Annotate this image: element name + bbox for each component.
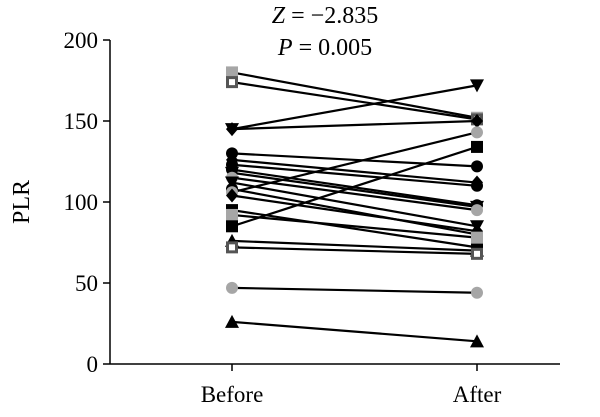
y-tick-label: 50 — [75, 271, 98, 296]
series-line — [231, 158, 478, 184]
data-point-circle — [226, 281, 238, 294]
p-label: P — [277, 35, 293, 61]
data-point-diamond — [471, 114, 483, 128]
series-19 — [226, 241, 483, 260]
series-line — [231, 145, 478, 228]
series-layer — [225, 66, 484, 348]
series-line — [231, 131, 478, 194]
series-21 — [225, 314, 484, 348]
data-point-square — [226, 208, 238, 221]
series-line — [231, 209, 478, 249]
data-point-open-square — [226, 241, 238, 254]
series-line — [231, 163, 478, 187]
data-point-open-square — [471, 247, 483, 260]
y-tick-label: 0 — [87, 352, 99, 377]
stat-label: Z — [272, 3, 286, 29]
series-line — [231, 119, 478, 131]
data-point-circle — [471, 126, 483, 139]
series-line — [231, 213, 478, 239]
series-line — [231, 320, 478, 343]
series-line — [231, 84, 478, 131]
data-point-square — [471, 140, 483, 153]
series-line — [231, 171, 478, 208]
p-value: = 0.005 — [299, 35, 373, 61]
x-tick-label: After — [453, 382, 502, 407]
x-tick-label: Before — [201, 382, 264, 407]
data-point-triangle — [225, 314, 239, 328]
y-tick-label: 100 — [64, 190, 99, 215]
series-line — [231, 187, 478, 236]
series-16 — [226, 208, 483, 244]
series-12 — [226, 183, 483, 241]
axes: 0 50 100 150 200 Before After — [64, 28, 560, 407]
series-line — [231, 181, 478, 228]
data-point-square — [226, 66, 238, 79]
data-point-square — [226, 220, 238, 233]
series-line — [231, 239, 478, 252]
y-tick-label: 150 — [64, 109, 99, 134]
data-point-triangle — [470, 334, 484, 348]
chart-title-stat: Z = −2.835 — [272, 3, 378, 29]
data-point-circle — [471, 179, 483, 192]
data-point-square — [471, 231, 483, 244]
series-line — [231, 286, 478, 294]
data-point-open-square — [226, 76, 238, 89]
stat-value: = −2.835 — [291, 3, 378, 29]
y-tick-label: 200 — [64, 28, 99, 53]
data-point-circle — [471, 286, 483, 299]
series-line — [231, 194, 478, 233]
data-point-diamond — [226, 122, 238, 137]
data-point-circle — [471, 160, 483, 173]
series-2 — [226, 76, 483, 126]
series-4 — [226, 114, 483, 137]
series-line — [231, 81, 478, 121]
series-line — [231, 246, 478, 255]
chart-title-p: P = 0.005 — [277, 35, 372, 61]
data-point-diamond — [226, 188, 238, 203]
series-20 — [226, 281, 483, 299]
series-17 — [226, 140, 483, 233]
y-axis-label: PLR — [9, 180, 35, 224]
data-point-triangle-down — [470, 79, 484, 93]
series-line — [231, 152, 478, 168]
series-line — [231, 71, 478, 119]
data-point-circle — [471, 204, 483, 217]
